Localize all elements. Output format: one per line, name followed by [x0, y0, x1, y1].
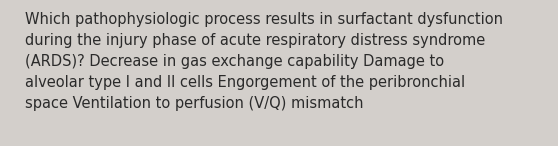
Text: Which pathophysiologic process results in surfactant dysfunction
during the inju: Which pathophysiologic process results i…	[25, 12, 503, 111]
